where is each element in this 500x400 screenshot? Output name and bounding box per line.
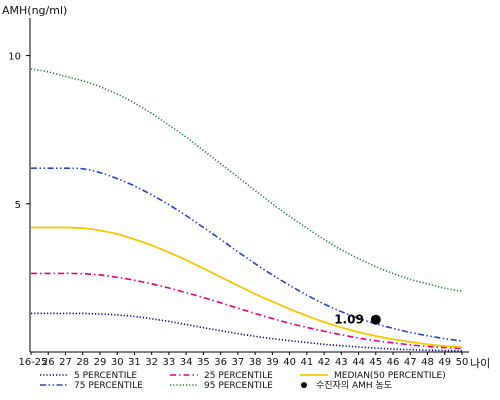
y-tick-label: 10 bbox=[8, 52, 21, 63]
x-tick-label: 46 bbox=[387, 357, 400, 368]
legend-marker-swatch bbox=[301, 382, 307, 388]
series-line bbox=[31, 167, 463, 342]
marker-layer: 1.09 bbox=[334, 313, 381, 327]
legend: 5 PERCENTILE 25 PERCENTILE MEDIAN(50 PERCE… bbox=[40, 371, 446, 391]
x-tick-label: 27 bbox=[59, 357, 72, 368]
x-tick-label: 35 bbox=[197, 357, 210, 368]
legend-label: 5 PERCENTILE bbox=[74, 371, 137, 381]
legend-label: 75 PERCENTILE bbox=[74, 381, 143, 391]
x-tick-label: 39 bbox=[266, 357, 279, 368]
legend-label: 수진자의 AMH 농도 bbox=[316, 380, 392, 391]
x-tick-label: 37 bbox=[232, 357, 245, 368]
legend-label: 25 PERCENTILE bbox=[204, 371, 273, 381]
series-line bbox=[30, 226, 463, 349]
x-tick-label: 31 bbox=[128, 357, 141, 368]
legend-label: MEDIAN(50 PERCENTILE) bbox=[334, 371, 446, 381]
x-tick-label: 50 bbox=[456, 357, 469, 368]
x-tick-label: 47 bbox=[404, 357, 417, 368]
x-tick-label: 49 bbox=[438, 357, 451, 368]
y-tick-label: 5 bbox=[15, 200, 21, 211]
x-tick-label: 48 bbox=[421, 357, 434, 368]
x-tick-label: 34 bbox=[180, 357, 193, 368]
x-tick-label: 43 bbox=[335, 357, 348, 368]
series-line bbox=[31, 272, 463, 350]
x-tick-label: 38 bbox=[249, 357, 262, 368]
legend-label: 95 PERCENTILE bbox=[204, 381, 273, 391]
x-tick-label: 42 bbox=[318, 357, 331, 368]
x-tick-label: 45 bbox=[369, 357, 382, 368]
series-lines bbox=[30, 68, 463, 352]
x-tick-label: 40 bbox=[283, 357, 296, 368]
x-tick-label: 26 bbox=[42, 357, 55, 368]
x-tick-label: 41 bbox=[300, 357, 313, 368]
x-tick-label: 36 bbox=[214, 357, 227, 368]
x-tick-label: 32 bbox=[145, 357, 158, 368]
x-tick-label: 33 bbox=[163, 357, 176, 368]
x-tick-label: 30 bbox=[111, 357, 124, 368]
patient-amh-value-label: 1.09 bbox=[334, 313, 364, 327]
y-axis-label: AMH(ng/ml) bbox=[2, 4, 67, 17]
x-tick-label: 29 bbox=[94, 357, 107, 368]
x-tick-label: 16-25 bbox=[18, 357, 47, 368]
x-axis-label: 나이 bbox=[470, 357, 490, 370]
x-tick-label: 28 bbox=[76, 357, 89, 368]
y-ticks: 5 10 bbox=[8, 52, 30, 211]
patient-amh-marker bbox=[370, 314, 381, 325]
x-tick-label: 44 bbox=[352, 357, 365, 368]
series-line bbox=[31, 312, 463, 352]
